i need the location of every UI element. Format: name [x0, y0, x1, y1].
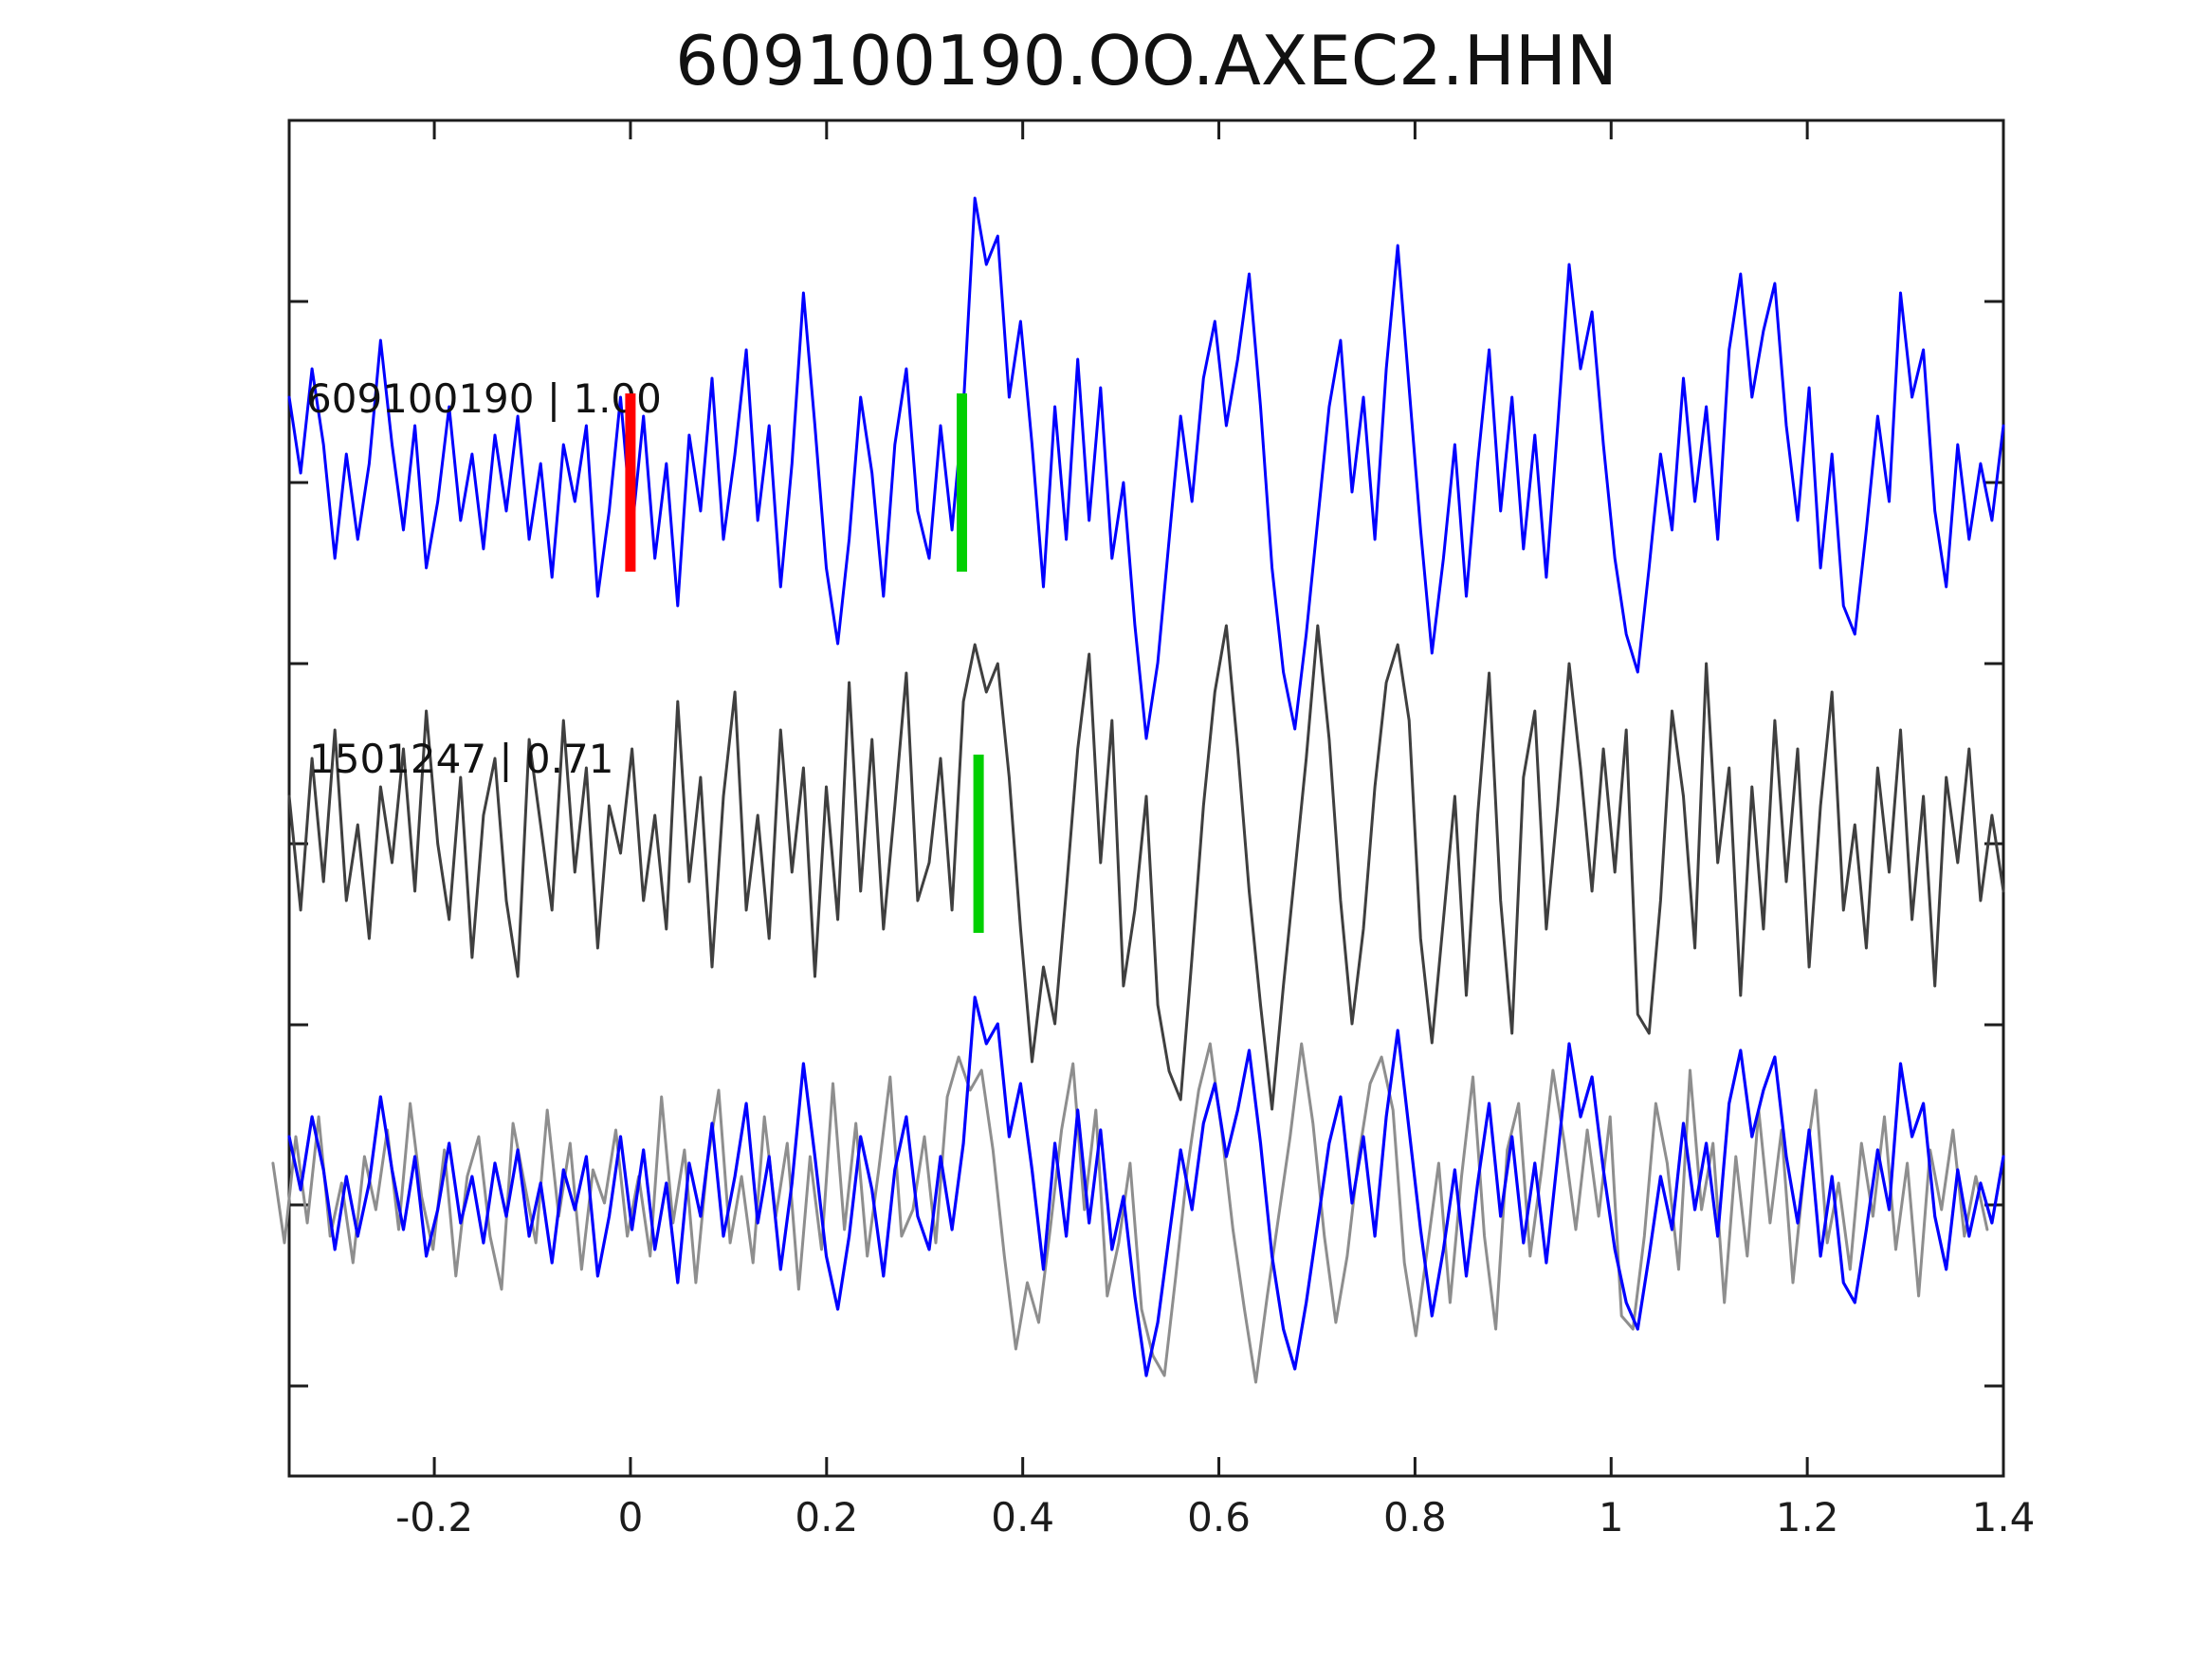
trace-label-detection: 1501247 | 0.71 [309, 736, 614, 782]
x-tick-label: 1.4 [1971, 1494, 2036, 1540]
x-tick-label: -0.2 [395, 1494, 474, 1540]
x-tick-label: 0.8 [1382, 1494, 1447, 1540]
waveform-detection [287, 624, 2005, 1111]
figure-title: 609100190.OO.AXEC2.HHN [675, 21, 1618, 100]
x-tick-label: 1.2 [1775, 1494, 1839, 1540]
pick-marker-green [957, 393, 967, 572]
x-tick-label: 0.6 [1187, 1494, 1251, 1540]
x-tick-label: 0.2 [795, 1494, 859, 1540]
trace-label-template: 609100190 | 1.00 [306, 375, 662, 422]
x-tick-label: 0 [617, 1494, 644, 1540]
overlay-waveform-template [287, 995, 2005, 1377]
waveform-template [287, 196, 2005, 740]
pick-marker-green [973, 755, 984, 933]
x-tick-label: 1 [1598, 1494, 1624, 1540]
x-tick-label: 0.4 [991, 1494, 1055, 1540]
axis-frame [287, 118, 2005, 1478]
overlay-waveform-detection [271, 1042, 1989, 1384]
